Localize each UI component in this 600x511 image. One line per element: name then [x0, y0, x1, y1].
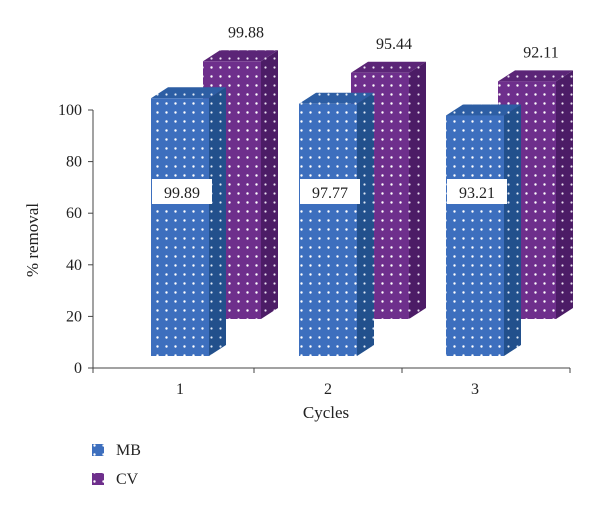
bar-mb-1-top: [151, 87, 226, 99]
bar-cv-1-top: [203, 50, 278, 62]
x-axis-title: Cycles: [303, 403, 349, 422]
data-label-cv: 92.11: [523, 44, 558, 61]
y-tick-label: 100: [58, 102, 82, 119]
bar-mb-1-front: [151, 98, 209, 356]
x-tick-label: 3: [471, 381, 479, 398]
legend-label: CV: [116, 471, 139, 488]
x-tick-label: 2: [324, 381, 332, 398]
bar-cv-3-top: [498, 70, 573, 82]
y-tick-label: 20: [66, 308, 82, 325]
data-label-mb-bg: [152, 179, 212, 204]
bar-cv-2-top: [351, 61, 426, 73]
legend-swatch: [92, 444, 104, 456]
data-label-mb-bg: [447, 179, 507, 204]
legend-item-mb: MB: [92, 442, 141, 459]
data-label-cv: 95.44: [376, 36, 412, 53]
y-tick-label: 60: [66, 205, 82, 222]
bar-mb-2-front: [299, 103, 357, 356]
bar-mb-3-top: [446, 104, 521, 116]
bar-cv-3-side: [556, 70, 573, 319]
bar-mb-2-side: [357, 92, 374, 356]
bar-cv-2-side: [409, 61, 426, 319]
bar-mb-1-side: [209, 87, 226, 356]
y-tick-label: 40: [66, 257, 82, 274]
y-axis-title: % removal: [23, 203, 42, 277]
bar-mb-3-side: [504, 104, 521, 356]
bars-layer: [151, 50, 573, 356]
data-label-cv: 99.88: [228, 24, 264, 41]
value-labels-layer: 99.88 95.44 92.11 99.89 97.77 93.21: [152, 24, 559, 204]
legend-label: MB: [116, 442, 141, 459]
bar-mb-3: [446, 104, 521, 356]
bar-mb-1: [151, 87, 226, 356]
bar-cv-1-side: [261, 50, 278, 319]
y-tick-label: 0: [74, 360, 82, 377]
legend-item-cv: CV: [92, 471, 139, 488]
bar-cv-1: [203, 50, 278, 319]
data-label-mb: 99.89: [164, 185, 200, 202]
bar-mb-3-front: [446, 115, 504, 356]
legend: MB CV: [92, 442, 141, 488]
data-label-mb-bg: [300, 179, 360, 204]
x-tick-label: 1: [176, 381, 184, 398]
axis-layer: 0 20 40 60 80 100 1 2 3: [58, 102, 571, 398]
bar-mb-2: [299, 92, 374, 356]
bar-mb-2-top: [299, 92, 374, 104]
y-tick-label: 80: [66, 154, 82, 171]
data-label-mb: 97.77: [312, 185, 348, 202]
legend-swatch: [92, 473, 104, 485]
data-label-mb: 93.21: [459, 185, 495, 202]
